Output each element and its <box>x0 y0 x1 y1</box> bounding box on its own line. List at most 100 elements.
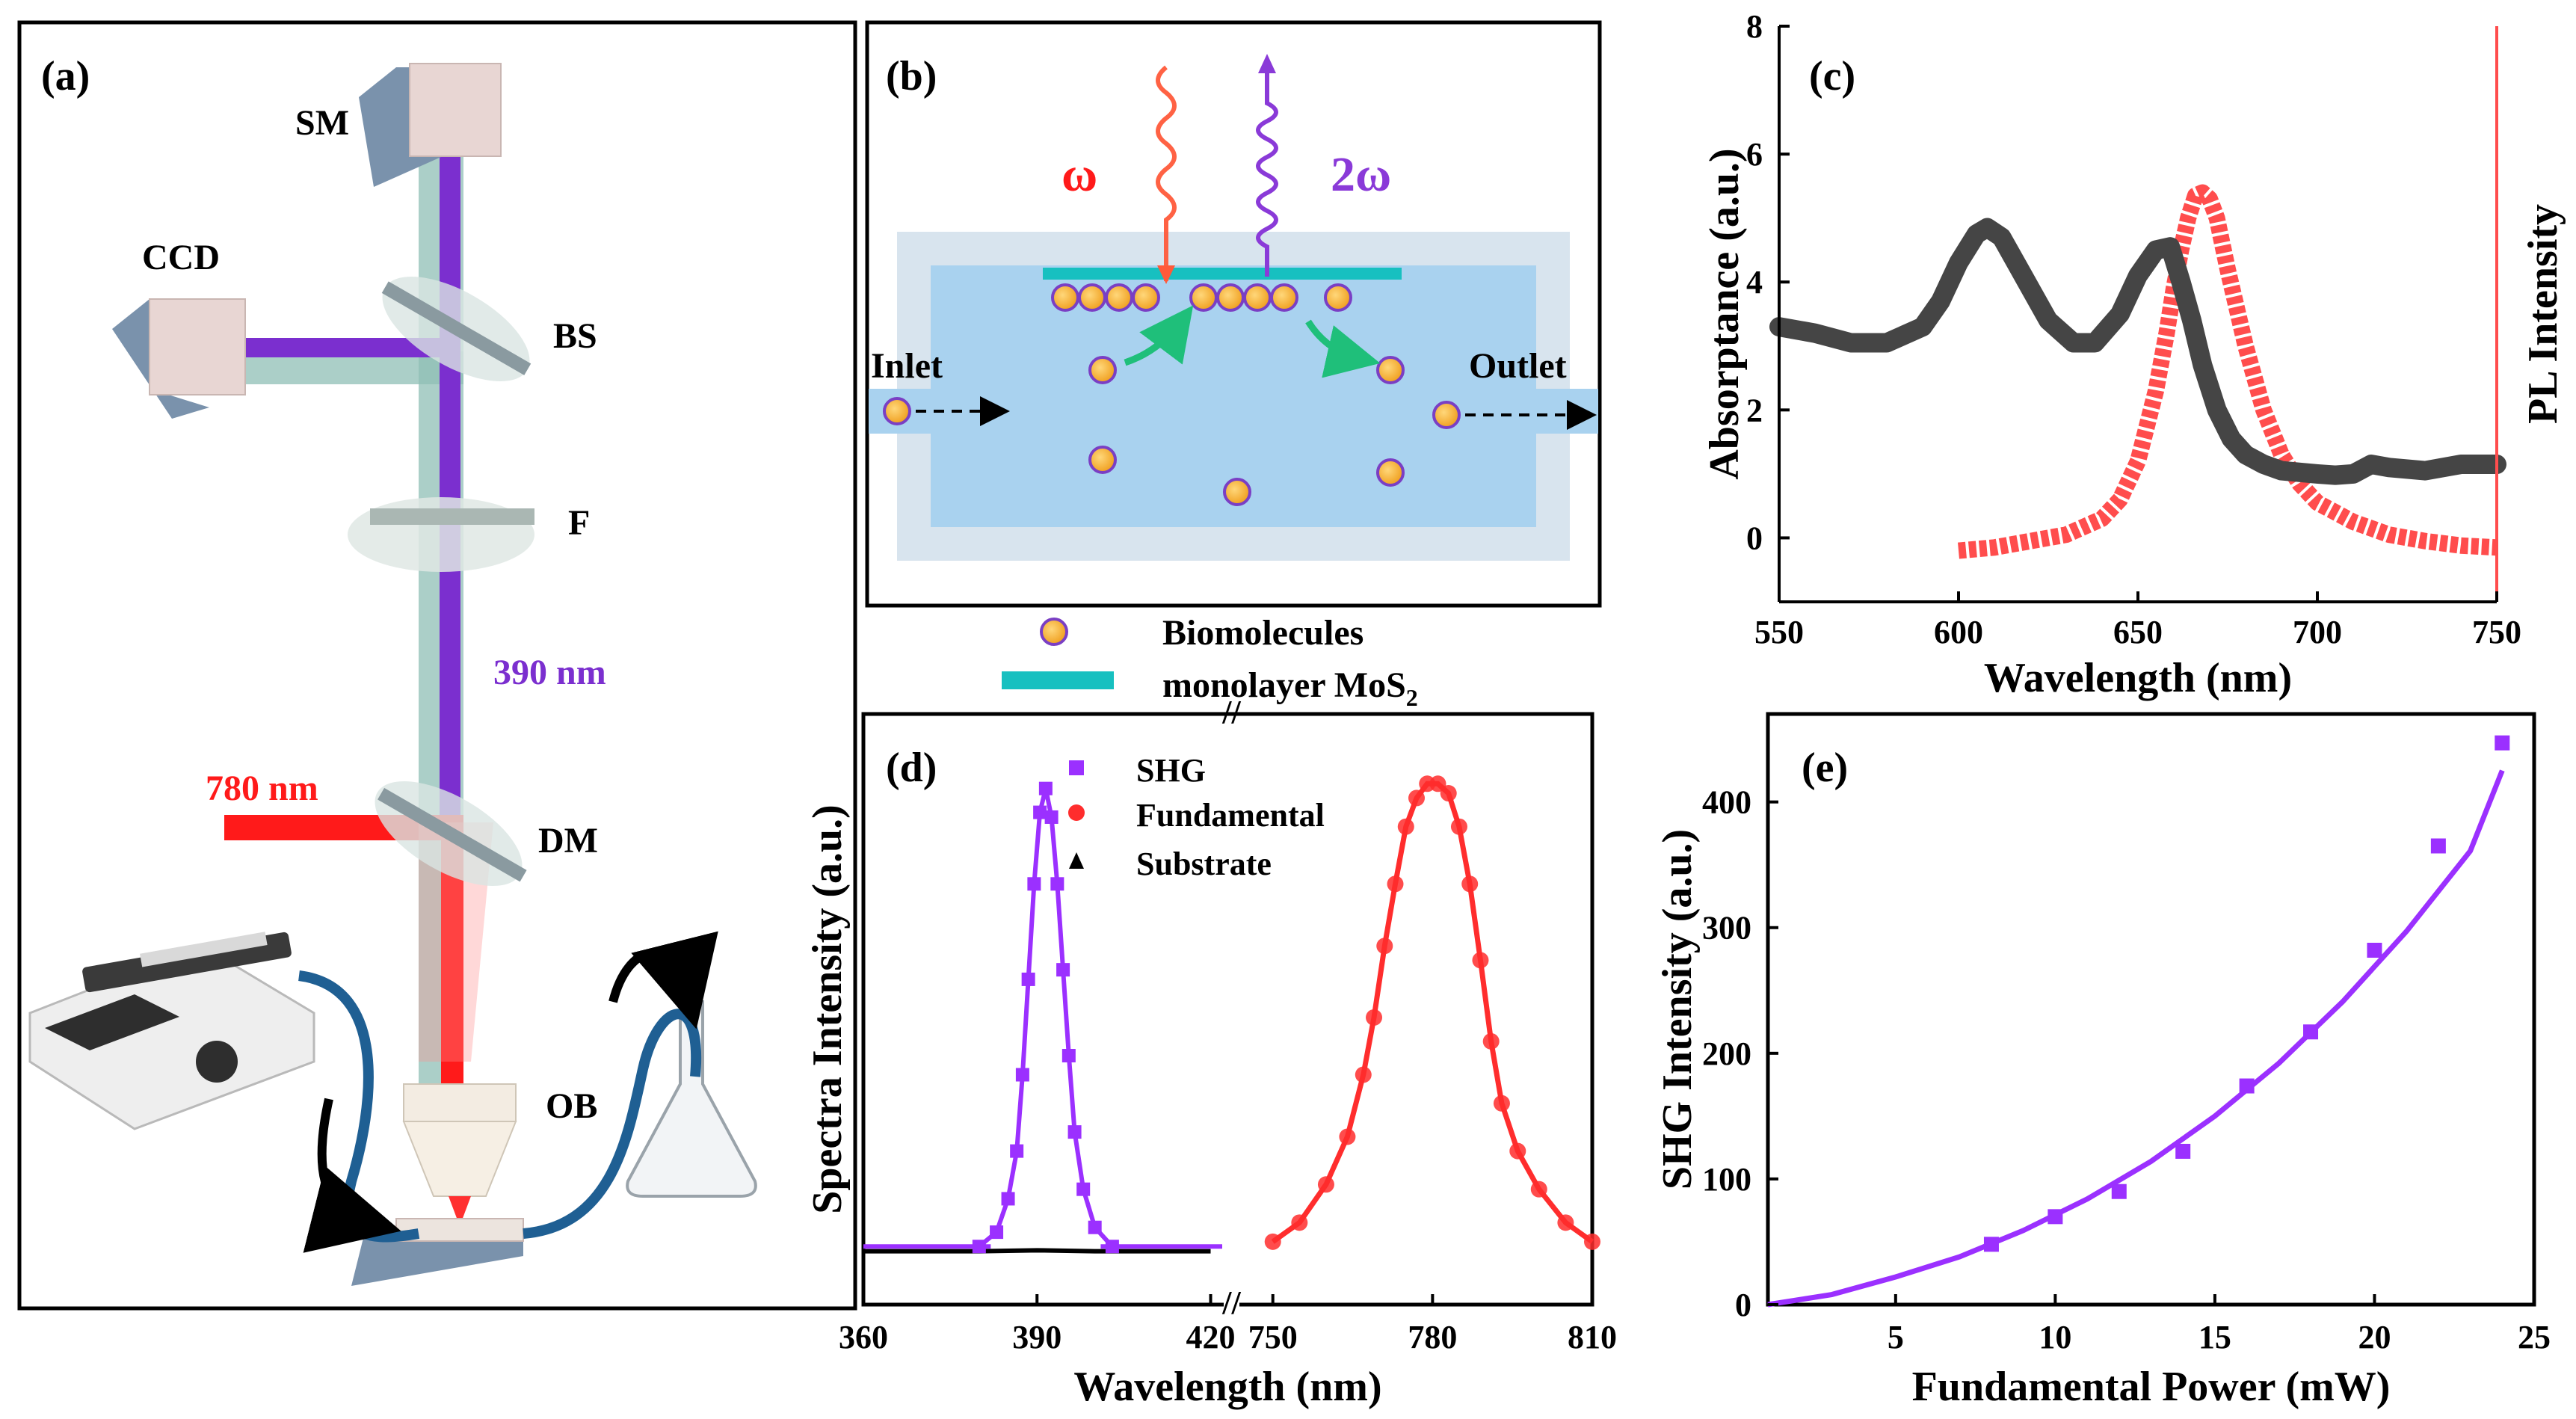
panel-e-ytick-label: 100 <box>1702 1161 1751 1198</box>
fundamental-point <box>1482 1032 1500 1050</box>
biomolecule-particles <box>883 283 1461 506</box>
shg-point <box>1010 1144 1024 1158</box>
fundamental-point <box>1472 952 1489 969</box>
panel-d-axis-break-top: // <box>1221 694 1241 730</box>
dichroic-mirror <box>375 781 527 886</box>
fundamental-point <box>1408 789 1425 807</box>
shg-point <box>1061 1049 1076 1062</box>
shg-point <box>1056 963 1070 977</box>
syringe-pump <box>28 932 315 1130</box>
fundamental-point <box>1493 1095 1510 1112</box>
two-omega-wave <box>1256 73 1278 277</box>
panel-d-xtick-label: 750 <box>1248 1319 1298 1355</box>
outlet-label: Outlet <box>1469 346 1567 386</box>
panel-e-xtick-label: 10 <box>2039 1319 2071 1355</box>
panel-b-frame <box>865 20 1602 608</box>
outlet-channel <box>1532 389 1598 434</box>
ccd-camera <box>112 298 246 419</box>
inlet-tube <box>298 970 420 1243</box>
shg-point <box>1076 1182 1091 1196</box>
wavelength-390-label: 390 nm <box>493 653 606 692</box>
fundamental-fit-line <box>1271 781 1594 1244</box>
shg-point <box>1015 1068 1029 1082</box>
panel-e-ytick-label: 300 <box>1702 910 1751 946</box>
collection-flask <box>626 1000 757 1198</box>
two-omega-label: 2ω <box>1331 147 1391 202</box>
shg-point <box>1105 1240 1119 1254</box>
inlet-label: Inlet <box>871 346 943 386</box>
panel-d-ylabel: Spectra Intensity (a.u.) <box>804 804 851 1214</box>
purple-beam-vertical <box>440 157 460 830</box>
panel-e-xlabel: Fundamental Power (mW) <box>1912 1364 2391 1410</box>
shg-point <box>1033 805 1047 819</box>
panel-c-ytick-label: 0 <box>1746 520 1763 556</box>
fundamental-point <box>1387 875 1404 893</box>
pl-intensity-curve <box>1958 184 2498 559</box>
shg-power-point <box>2367 943 2382 958</box>
shg-power-point <box>2430 838 2446 854</box>
shg-power-point <box>2175 1143 2191 1159</box>
adsorb-arrow <box>1124 305 1194 366</box>
shg-point <box>1050 877 1064 891</box>
shg-power-point <box>2239 1078 2255 1094</box>
wavelength-780-label: 780 nm <box>206 769 318 808</box>
panel-c-xtick-label: 750 <box>2472 614 2521 650</box>
panel-c-xtick-label: 650 <box>2113 614 2163 650</box>
legend-label: SHG <box>1136 752 1206 789</box>
legend-biomolecules-text: Biomolecules <box>1162 613 1364 653</box>
fundamental-point <box>1291 1214 1308 1231</box>
panel-e-xtick-label: 5 <box>1888 1319 1904 1355</box>
beam-splitter <box>381 277 531 381</box>
panel-e-xtick-label: 15 <box>2198 1319 2231 1355</box>
shg-point <box>972 1240 986 1254</box>
fundamental-point <box>1440 785 1457 802</box>
shg-point <box>1001 1192 1015 1206</box>
fundamental-point <box>1530 1181 1547 1198</box>
ccd-label: CCD <box>142 238 220 277</box>
panel-d-xlabel: Wavelength (nm) <box>1073 1364 1381 1410</box>
substrate-line <box>863 1248 1211 1254</box>
panel-d-xtick-label: 780 <box>1408 1319 1457 1355</box>
filter <box>348 497 534 572</box>
dm-label: DM <box>538 821 598 861</box>
panel-c-xtick-label: 600 <box>1934 614 1983 650</box>
fundamental-point <box>1376 938 1393 955</box>
legend-mos2-sub: 2 <box>1406 684 1418 711</box>
panel-b-schematic: (b) ω 2ω Inlet Outlet <box>865 20 1602 608</box>
panel-c-xlabel: Wavelength (nm) <box>1984 655 2292 701</box>
ob-label: OB <box>546 1086 597 1126</box>
fundamental-point <box>1584 1233 1600 1250</box>
panel-b-label: (b) <box>886 53 937 99</box>
mos2-layer <box>1043 268 1402 280</box>
shg-power-point <box>2111 1183 2127 1199</box>
flow-arrow-inlet <box>303 1098 401 1253</box>
panel-c-y2label: PL Intensity <box>2520 204 2566 424</box>
fundamental-point <box>1339 1128 1356 1145</box>
panel-d-break-gap <box>1224 1296 1239 1314</box>
panel-c-xtick-label: 550 <box>1754 614 1804 650</box>
bs-label: BS <box>553 316 597 356</box>
legend-mos2-main: monolayer MoS <box>1162 665 1406 705</box>
panel-d-axis-break-bottom: // <box>1221 1284 1241 1321</box>
shg-point <box>1088 1220 1102 1234</box>
legend-fundamental-marker <box>1068 804 1085 821</box>
panel-d-xtick-label: 360 <box>839 1319 888 1355</box>
f-label: F <box>568 503 590 543</box>
panel-e-ytick-label: 200 <box>1702 1035 1751 1072</box>
sm-label: SM <box>295 103 349 143</box>
panel-e-ylabel: SHG Intensity (a.u.) <box>1654 829 1701 1189</box>
legend-substrate-marker <box>1069 852 1084 869</box>
legend-mos2-text: monolayer MoS2 <box>1162 665 1418 711</box>
shg-point <box>1038 781 1053 795</box>
legend-biomolecule-icon <box>1040 618 1068 646</box>
fundamental-point <box>1366 1009 1383 1026</box>
desorb-arrow <box>1305 319 1381 378</box>
shg-point <box>1027 877 1041 891</box>
panel-c-ylabel: Absorptance (a.u.) <box>1701 148 1748 479</box>
shg-point <box>1044 810 1059 824</box>
shg-fit-line <box>977 787 1115 1249</box>
legend-label: Substrate <box>1136 846 1272 882</box>
fundamental-point <box>1397 818 1414 835</box>
shg-point <box>990 1225 1004 1240</box>
fundamental-point <box>1429 775 1446 792</box>
